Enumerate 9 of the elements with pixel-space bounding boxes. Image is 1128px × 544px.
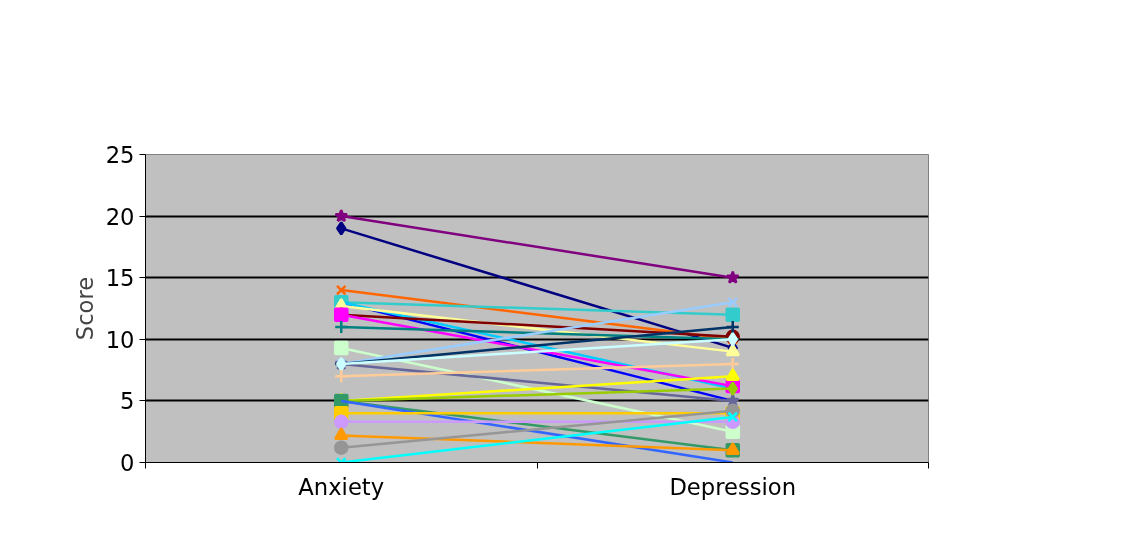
y-tick-label: 0 <box>120 450 135 476</box>
y-tick-label: 10 <box>105 326 135 353</box>
x-tick-label: Depression <box>669 473 797 500</box>
y-tick-label: 15 <box>105 265 135 292</box>
y-axis-title: Score <box>71 276 98 341</box>
y-tick-label: 5 <box>120 388 135 415</box>
y-tick-label: 25 <box>105 142 135 168</box>
x-tick-label: Anxiety <box>298 473 385 500</box>
y-tick-label: 20 <box>105 203 135 230</box>
